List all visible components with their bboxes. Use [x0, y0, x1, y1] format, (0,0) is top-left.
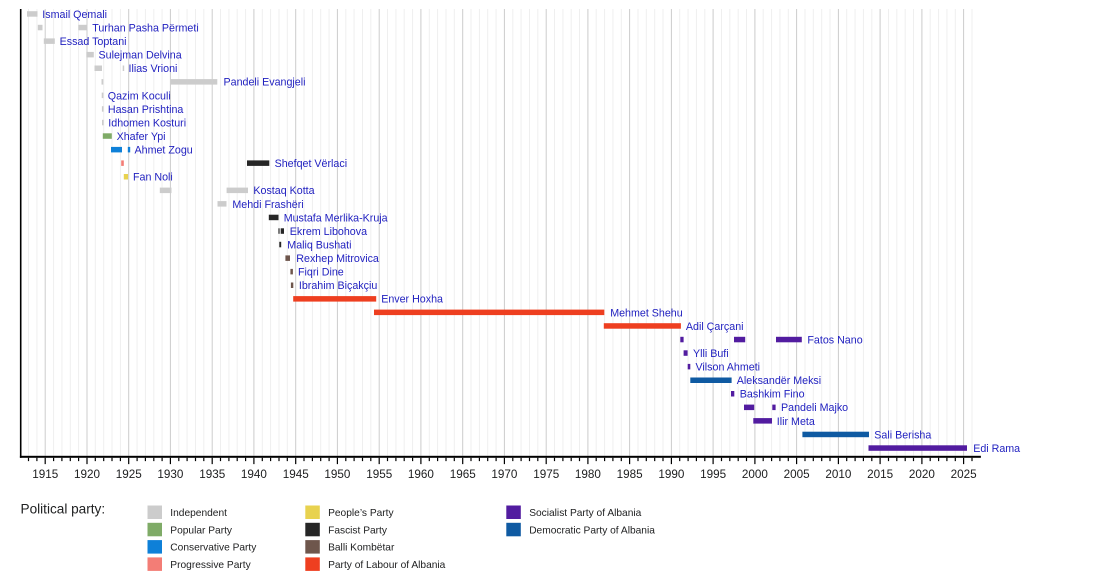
svg-text:Ekrem Libohova: Ekrem Libohova — [290, 226, 367, 238]
svg-text:1985: 1985 — [617, 468, 644, 481]
svg-text:2005: 2005 — [784, 468, 811, 481]
svg-text:Pandeli Evangjeli: Pandeli Evangjeli — [224, 77, 306, 89]
svg-text:1960: 1960 — [408, 468, 435, 481]
svg-text:1990: 1990 — [658, 468, 685, 481]
svg-text:2025: 2025 — [951, 468, 978, 481]
svg-text:Mehmet Shehu: Mehmet Shehu — [610, 307, 683, 319]
svg-text:Independent: Independent — [170, 508, 227, 519]
svg-text:Ibrahim Biçakçiu: Ibrahim Biçakçiu — [299, 280, 377, 292]
svg-text:Party of Labour of Albania: Party of Labour of Albania — [328, 560, 446, 571]
svg-text:Ismail Qemali: Ismail Qemali — [42, 9, 107, 21]
svg-text:Shefqet Vërlaci: Shefqet Vërlaci — [275, 158, 347, 170]
svg-text:Vilson Ahmeti: Vilson Ahmeti — [696, 362, 761, 374]
svg-text:Socialist Party of Albania: Socialist Party of Albania — [529, 508, 641, 519]
svg-text:Fascist Party: Fascist Party — [328, 525, 388, 536]
svg-text:1945: 1945 — [283, 468, 310, 481]
svg-text:Ilias Vrioni: Ilias Vrioni — [129, 63, 178, 75]
svg-text:Kostaq Kotta: Kostaq Kotta — [253, 185, 314, 197]
svg-text:Essad Toptani: Essad Toptani — [60, 36, 127, 48]
svg-text:Fatos Nano: Fatos Nano — [807, 334, 862, 346]
svg-text:Political party:: Political party: — [21, 502, 106, 517]
svg-text:Qazim Koculi: Qazim Koculi — [108, 90, 171, 102]
svg-text:1915: 1915 — [32, 468, 59, 481]
svg-text:1925: 1925 — [116, 468, 143, 481]
svg-text:2010: 2010 — [825, 468, 852, 481]
svg-text:Idhomen Kosturi: Idhomen Kosturi — [108, 117, 186, 129]
svg-text:Ylli Bufi: Ylli Bufi — [693, 348, 729, 360]
svg-text:Hasan Prishtina: Hasan Prishtina — [108, 104, 184, 116]
svg-text:People’s Party: People’s Party — [328, 508, 394, 519]
svg-text:1955: 1955 — [366, 468, 393, 481]
svg-text:Edi Rama: Edi Rama — [973, 443, 1020, 455]
svg-text:Aleksandër Meksi: Aleksandër Meksi — [737, 375, 821, 387]
svg-text:Rexhep Mitrovica: Rexhep Mitrovica — [296, 253, 379, 265]
svg-text:1950: 1950 — [324, 468, 351, 481]
svg-text:Bashkim Fino: Bashkim Fino — [740, 389, 805, 401]
svg-text:2000: 2000 — [742, 468, 769, 481]
svg-text:2020: 2020 — [909, 468, 936, 481]
svg-text:Sulejman Delvina: Sulejman Delvina — [99, 50, 182, 62]
svg-text:Progressive Party: Progressive Party — [170, 560, 251, 571]
svg-text:Turhan Pasha Përmeti: Turhan Pasha Përmeti — [92, 23, 199, 35]
svg-text:1980: 1980 — [575, 468, 602, 481]
svg-text:Democratic Party of Albania: Democratic Party of Albania — [529, 525, 655, 536]
svg-text:1940: 1940 — [241, 468, 268, 481]
svg-text:Xhafer Ypi: Xhafer Ypi — [117, 131, 166, 143]
svg-text:1995: 1995 — [700, 468, 727, 481]
svg-text:Balli Kombëtar: Balli Kombëtar — [328, 543, 395, 554]
svg-text:Fiqri Dine: Fiqri Dine — [298, 267, 344, 279]
svg-text:Mustafa Merlika-Kruja: Mustafa Merlika-Kruja — [284, 212, 388, 224]
svg-text:Popular Party: Popular Party — [170, 525, 233, 536]
svg-text:Ahmet Zogu: Ahmet Zogu — [135, 145, 193, 157]
svg-text:1920: 1920 — [74, 468, 101, 481]
svg-text:1975: 1975 — [533, 468, 560, 481]
svg-text:1930: 1930 — [157, 468, 184, 481]
svg-text:Enver Hoxha: Enver Hoxha — [381, 294, 443, 306]
svg-text:1935: 1935 — [199, 468, 226, 481]
svg-text:1965: 1965 — [450, 468, 477, 481]
svg-text:Mehdi Frashëri: Mehdi Frashëri — [232, 199, 303, 211]
svg-text:Pandeli Majko: Pandeli Majko — [781, 402, 848, 414]
svg-text:1970: 1970 — [491, 468, 518, 481]
svg-text:Fan Noli: Fan Noli — [133, 172, 173, 184]
svg-text:2015: 2015 — [867, 468, 894, 481]
svg-text:Ilir Meta: Ilir Meta — [777, 416, 815, 428]
svg-text:Sali Berisha: Sali Berisha — [874, 429, 931, 441]
svg-text:Conservative Party: Conservative Party — [170, 543, 257, 554]
svg-text:Maliq Bushati: Maliq Bushati — [287, 240, 351, 252]
svg-text:Adil Çarçani: Adil Çarçani — [686, 321, 744, 333]
